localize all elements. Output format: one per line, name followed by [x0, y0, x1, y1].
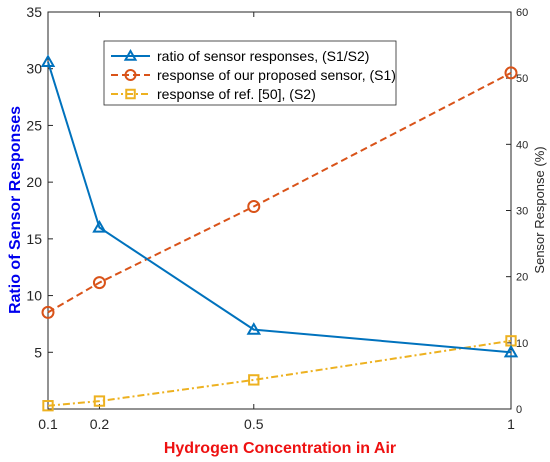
series-2: [41, 66, 518, 319]
data-point: [92, 276, 106, 290]
data-point: [92, 219, 107, 233]
x-tick-label: 0.1: [38, 416, 58, 432]
data-point: [40, 54, 56, 68]
legend-label: response of ref. [50], (S2): [157, 86, 316, 102]
y-right-tick-label: 0: [516, 404, 522, 416]
data-point: [41, 305, 55, 319]
x-tick-label: 0.5: [244, 416, 264, 432]
y-left-tick-label: 30: [26, 61, 42, 77]
legend-label: ratio of sensor responses, (S1/S2): [157, 48, 369, 64]
legend-label: response of our proposed sensor, (S1): [157, 67, 396, 83]
y-right-tick-label: 40: [516, 139, 528, 151]
y-axis-right-label: Sensor Response (%): [532, 146, 547, 273]
y-left-tick-label: 10: [26, 288, 42, 304]
legend-box: [103, 40, 397, 106]
y-left-tick-label: 15: [26, 231, 42, 247]
legend: ratio of sensor responses, (S1/S2) respon…: [103, 40, 397, 106]
legend-item: response of our proposed sensor, (S1): [111, 67, 396, 83]
data-point: [504, 66, 518, 80]
legend-marker: [124, 69, 137, 81]
x-tick-label: 0.2: [90, 416, 110, 432]
series-line: [47, 72, 512, 314]
series-1: [40, 54, 519, 358]
y-right-tick-label: 30: [516, 206, 528, 218]
x-axis-label: Hydrogen Concentration in Air: [164, 440, 396, 457]
y-left-tick-label: 20: [26, 174, 42, 190]
data-point: [42, 400, 54, 412]
series-line: [47, 339, 512, 407]
legend-item: response of ref. [50], (S2): [111, 86, 316, 102]
data-point: [246, 322, 262, 335]
series-3: [42, 335, 517, 412]
y-axis-left-label: Ratio of Sensor Responses: [7, 106, 24, 314]
y-left-tick-label: 25: [26, 117, 42, 133]
data-point: [503, 344, 519, 358]
legend-marker: [125, 88, 136, 100]
y-right-tick-label: 20: [516, 272, 528, 284]
y-right-tick-label: 60: [516, 7, 528, 19]
series-line: [47, 61, 512, 354]
data-point: [248, 374, 260, 386]
data-point: [93, 395, 106, 407]
y-right-tick-label: 10: [516, 338, 528, 350]
data-point: [247, 200, 261, 214]
x-tick-label: 1: [507, 416, 515, 432]
legend-marker: [123, 48, 138, 61]
legend-item: ratio of sensor responses, (S1/S2): [111, 48, 369, 64]
y-left-tick-label: 5: [34, 344, 42, 360]
y-left-tick-label: 35: [26, 4, 42, 20]
y-right-tick-label: 50: [516, 73, 528, 85]
